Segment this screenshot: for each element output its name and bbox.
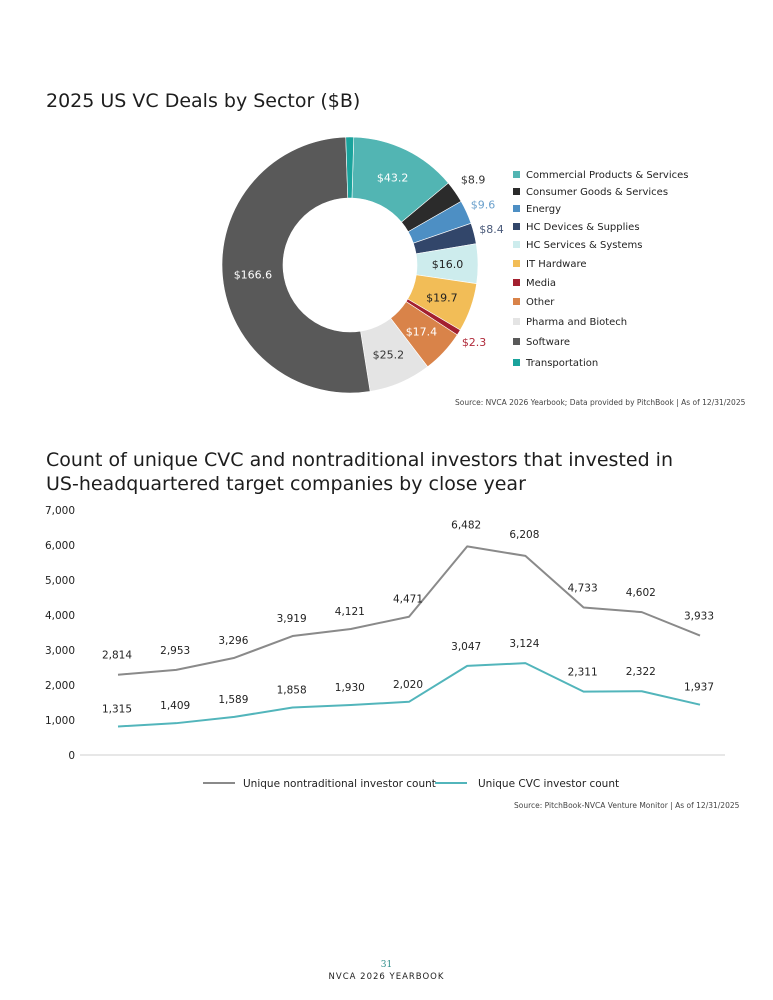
data-label-s2-3: 1,589	[218, 694, 248, 706]
legend-item-4: HC Devices & Supplies	[513, 221, 640, 235]
data-label-s2-4: 1,858	[277, 684, 307, 696]
data-label-s2-6: 2,020	[393, 679, 423, 691]
donut-data-label-9: $25.2	[373, 349, 405, 362]
footer-text: NVCA 2026 YEARBOOK	[328, 972, 445, 982]
data-label-s2-11: 1,937	[684, 682, 714, 694]
legend-label: Transportation	[526, 358, 599, 369]
legend-swatch	[513, 170, 520, 178]
data-label-s1-6: 4,471	[393, 594, 423, 606]
donut-data-label-3: $9.6	[471, 199, 496, 212]
data-label-s1-2: 2,953	[160, 645, 190, 657]
legend-label: Commercial Products & Services	[526, 170, 689, 181]
line-chart: 0 1,000 2,000 3,000 4,000 5,000 6,000 7,000 2,81…	[45, 505, 725, 790]
legend-swatch	[513, 297, 520, 305]
legend-swatch	[513, 278, 520, 286]
y-tick-label: 3,000	[45, 645, 75, 657]
data-label-s1-3: 3,296	[218, 635, 248, 647]
page-number: 31	[380, 960, 393, 970]
legend-item-8: Other	[513, 296, 554, 310]
donut-data-label-5: $16.0	[432, 258, 464, 271]
data-label-s1-7: 6,482	[451, 519, 481, 531]
data-label-s2-8: 3,124	[509, 638, 539, 650]
legend-item-2: Consumer Goods & Services	[513, 186, 668, 200]
data-label-s1-5: 4,121	[335, 606, 365, 618]
y-tick-label: 4,000	[45, 610, 75, 622]
legend-swatch	[513, 358, 520, 366]
legend-label: Consumer Goods & Services	[526, 187, 669, 198]
legend-item-1: Commercial Products & Services	[513, 169, 689, 183]
donut-data-label-2: $8.9	[461, 173, 486, 186]
data-label-s2-1: 1,315	[102, 703, 132, 715]
donut-slice-10	[221, 136, 371, 394]
legend-item-3: Energy	[513, 203, 561, 217]
data-label-s2-2: 1,409	[160, 700, 190, 712]
legend-swatch	[513, 317, 520, 325]
data-label-s2-7: 3,047	[451, 641, 481, 653]
donut-chart-source: Source: NVCA 2026 Yearbook; Data provide…	[455, 398, 746, 407]
legend-label: HC Services & Systems	[526, 240, 643, 251]
legend-item-10: Software	[513, 336, 570, 350]
data-label-s1-9: 4,733	[568, 583, 598, 595]
legend-item-6: IT Hardware	[513, 258, 587, 272]
legend-item-5: HC Services & Systems	[513, 239, 643, 253]
data-label-s2-5: 1,930	[335, 682, 365, 694]
donut-data-label-6: $19.7	[426, 291, 458, 304]
legend-label: Energy	[526, 204, 562, 215]
legend-label: Pharma and Biotech	[526, 317, 628, 328]
legend-swatch	[513, 222, 520, 230]
legend-swatch	[513, 240, 520, 248]
legend-item-7: Media	[513, 277, 556, 291]
data-label-s1-4: 3,919	[277, 613, 307, 625]
y-tick-label: 0	[68, 750, 75, 762]
donut-data-label-1: $43.2	[377, 171, 409, 184]
data-label-s2-10: 2,322	[626, 666, 656, 678]
data-label-s2-9: 2,311	[568, 667, 598, 679]
line-chart-title: Count of unique CVC and nontraditional i…	[46, 449, 673, 495]
data-label-s1-10: 4,602	[626, 587, 656, 599]
y-tick-label: 6,000	[45, 540, 75, 552]
donut-chart: $43.2 $8.9 $9.6 $8.4 $16.0 $19.7 $2.3 $17.4$25.…	[221, 136, 504, 394]
line-chart-source: Source: PitchBook-NVCA Venture Monitor |…	[514, 801, 740, 810]
series-line-2	[117, 662, 701, 728]
donut-slice-11	[345, 136, 355, 199]
legend-item-9: Pharma and Biotech	[513, 316, 627, 330]
donut-data-label-10: $166.6	[234, 268, 273, 281]
legend-swatch	[513, 337, 520, 345]
series-line-1	[117, 545, 701, 676]
data-label-s1-8: 6,208	[509, 529, 539, 541]
donut-chart-title: 2025 US VC Deals by Sector ($B)	[46, 90, 361, 112]
line-legend-label-1: Unique nontraditional investor count	[243, 778, 436, 790]
legend-label: IT Hardware	[526, 259, 587, 270]
legend-label: Other	[526, 297, 555, 308]
legend-item-11: Transportation	[513, 357, 598, 371]
donut-data-label-4: $8.4	[479, 223, 504, 236]
donut-data-label-7: $2.3	[462, 336, 487, 349]
y-tick-label: 2,000	[45, 680, 75, 692]
donut-data-label-8: $17.4	[406, 325, 438, 338]
data-label-s1-11: 3,933	[684, 611, 714, 623]
legend-label: HC Devices & Supplies	[526, 222, 640, 233]
data-label-s1-1: 2,814	[102, 650, 132, 662]
y-tick-label: 5,000	[45, 575, 75, 587]
y-tick-label: 7,000	[45, 505, 75, 517]
legend-swatch	[513, 259, 520, 267]
legend-label: Media	[526, 278, 557, 289]
legend-swatch	[513, 187, 520, 195]
legend-swatch	[513, 204, 520, 212]
y-tick-label: 1,000	[45, 715, 75, 727]
legend-label: Software	[526, 337, 571, 348]
line-legend-label-2: Unique CVC investor count	[478, 778, 619, 790]
